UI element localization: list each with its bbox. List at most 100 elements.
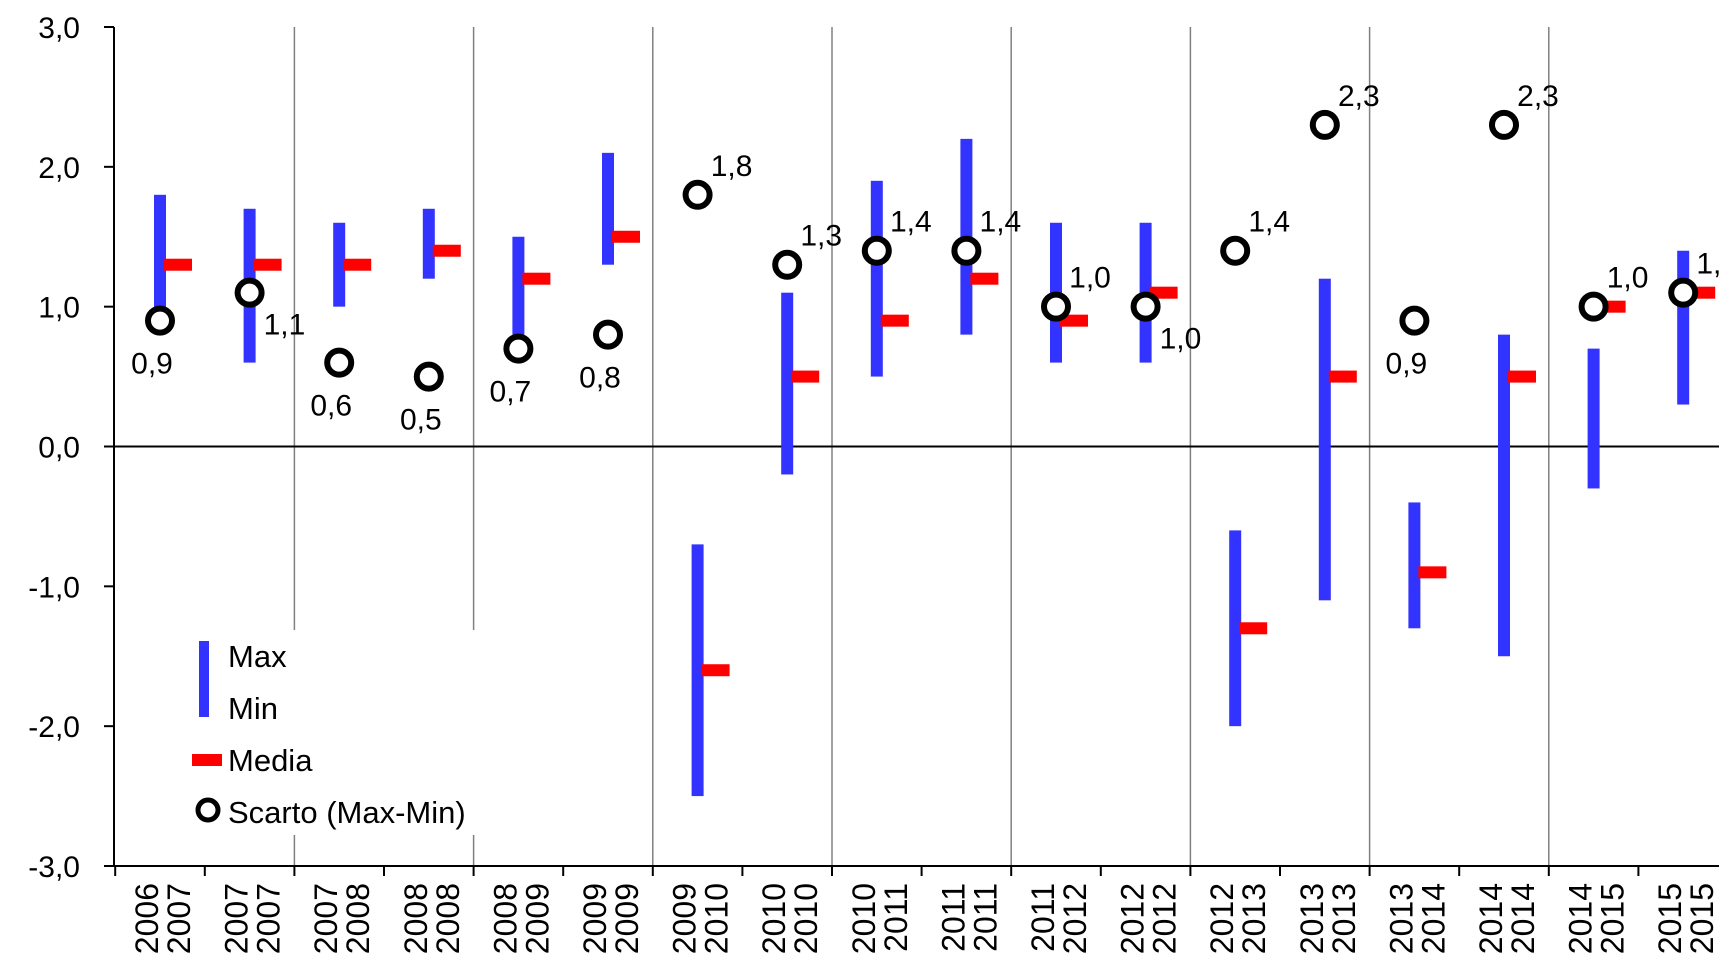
data-marks	[145, 109, 1716, 797]
range-bar	[1408, 502, 1421, 629]
x-tick-label-bottom: 2008	[340, 883, 376, 954]
y-axis-tick-labels: 3,0 2,0 1,0 0,0 -1,0 -2,0 -3,0	[28, 12, 80, 884]
x-tick-label-top: 2011	[1025, 883, 1061, 952]
x-tick-label-top: 2008	[398, 883, 434, 954]
x-tick-label-bottom: 2015	[1684, 883, 1719, 954]
x-tick-label-top: 2015	[1652, 883, 1688, 954]
range-bar	[1587, 348, 1600, 489]
mean-marker	[1060, 314, 1088, 327]
mean-marker	[970, 272, 999, 285]
x-tick-label-bottom: 2012	[1057, 883, 1093, 954]
x-tick-label-bottom: 2013	[1236, 883, 1272, 954]
x-tick-label-bottom: 2009	[609, 883, 645, 954]
mean-marker	[612, 230, 640, 243]
mean-marker	[1328, 370, 1357, 383]
x-tick-label-top: 2009	[577, 883, 613, 954]
x-tick-label-top: 2011	[935, 883, 971, 952]
x-tick-label-top: 2007	[219, 883, 255, 954]
y-tick-label: -2,0	[28, 711, 80, 744]
x-tick-label-bottom: 2015	[1595, 883, 1631, 954]
range-bar	[154, 194, 166, 321]
x-tick-label-bottom: 2008	[430, 883, 466, 954]
mean-marker	[791, 370, 820, 383]
x-tick-label-bottom: 2009	[519, 883, 555, 954]
legend-entry-label: Max	[228, 639, 287, 674]
scarto-marker	[1220, 235, 1251, 266]
legend: Max Min Media Scarto (Max-Min)	[182, 630, 532, 835]
mean-marker	[1149, 286, 1178, 299]
legend-scarto-swatch	[195, 797, 221, 823]
scarto-data-label: 1,4	[890, 206, 932, 239]
x-tick-label-bottom: 2010	[699, 883, 735, 954]
scarto-data-label: 0,5	[400, 404, 442, 437]
mean-marker	[1239, 622, 1268, 635]
legend-background	[182, 630, 532, 835]
x-tick-label-top: 2010	[756, 883, 792, 954]
scarto-marker	[593, 319, 623, 350]
range-bar	[422, 208, 435, 279]
scarto-marker	[1130, 291, 1161, 322]
scarto-data-label: 1,1	[264, 309, 306, 342]
data-labels: 0,9 1,1 0,6 0,5 0,7 0,8 1,8 1,3 1,4 1,4 1,0 1,0 1,4 2…	[131, 80, 1719, 437]
scarto-marker	[1578, 291, 1609, 322]
scarto-marker	[324, 347, 355, 378]
scarto-data-label: 1,4	[980, 206, 1022, 239]
scarto-data-label: 0,7	[490, 376, 532, 409]
x-tick-label-top: 2013	[1383, 883, 1419, 954]
x-tick-label-bottom: 2014	[1505, 883, 1541, 954]
x-tick-label-top: 2014	[1563, 883, 1599, 954]
x-tick-label-bottom: 2012	[1147, 883, 1183, 954]
x-tick-label-bottom: 2011	[878, 883, 914, 952]
range-bar	[512, 236, 525, 335]
scarto-marker	[951, 235, 982, 266]
x-tick-label-top: 2012	[1204, 883, 1240, 954]
mean-marker	[880, 314, 909, 327]
mean-marker	[343, 258, 372, 271]
x-tick-label-bottom: 2013	[1326, 883, 1362, 954]
scarto-marker	[772, 249, 803, 280]
scarto-data-label: 1,0	[1069, 262, 1111, 295]
y-tick-label: 1,0	[38, 292, 80, 325]
range-bar	[333, 222, 346, 307]
range-bar	[1498, 334, 1510, 657]
range-bar	[870, 180, 883, 377]
scarto-data-label: 1,0	[1607, 262, 1649, 295]
x-tick-label-top: 2009	[667, 883, 703, 954]
scarto-data-label: 1,1	[1696, 248, 1719, 281]
scarto-data-label: 0,9	[1386, 348, 1428, 381]
scarto-marker	[1399, 305, 1430, 336]
scarto-marker	[503, 333, 534, 364]
range-bar	[691, 544, 704, 797]
scarto-data-label: 1,3	[800, 220, 842, 253]
x-tick-label-top: 2014	[1473, 883, 1509, 954]
scarto-marker	[1489, 109, 1519, 140]
range-bar	[1677, 250, 1690, 405]
y-tick-label: 0,0	[38, 432, 80, 465]
legend-mean-swatch	[192, 754, 222, 766]
scarto-marker	[1041, 291, 1071, 322]
x-tick-label-top: 2010	[846, 883, 882, 954]
x-tick-label-top: 2013	[1294, 883, 1330, 954]
x-tick-label-top: 2008	[487, 883, 523, 954]
x-tick-label-bottom: 2014	[1415, 883, 1451, 954]
legend-entry-label: Min	[228, 691, 278, 726]
x-tick-label-bottom: 2010	[788, 883, 824, 954]
legend-entry-label: Scarto (Max-Min)	[228, 795, 466, 830]
scarto-data-label: 2,3	[1517, 80, 1559, 113]
range-bar	[602, 152, 614, 265]
scarto-marker	[861, 235, 892, 266]
scarto-marker	[682, 179, 713, 210]
y-tick-label: -1,0	[28, 571, 80, 604]
x-tick-label-bottom: 2007	[251, 883, 287, 954]
y-tick-label: -3,0	[28, 851, 80, 884]
scarto-data-label: 0,6	[310, 390, 352, 423]
x-tick-label-bottom: 2011	[967, 883, 1003, 952]
x-tick-label-top: 2006	[129, 883, 165, 954]
mean-marker	[253, 258, 282, 271]
mean-marker	[1508, 370, 1536, 383]
scarto-marker	[1309, 109, 1340, 140]
scarto-data-label: 0,8	[579, 362, 621, 395]
scarto-data-label: 1,4	[1248, 206, 1290, 239]
